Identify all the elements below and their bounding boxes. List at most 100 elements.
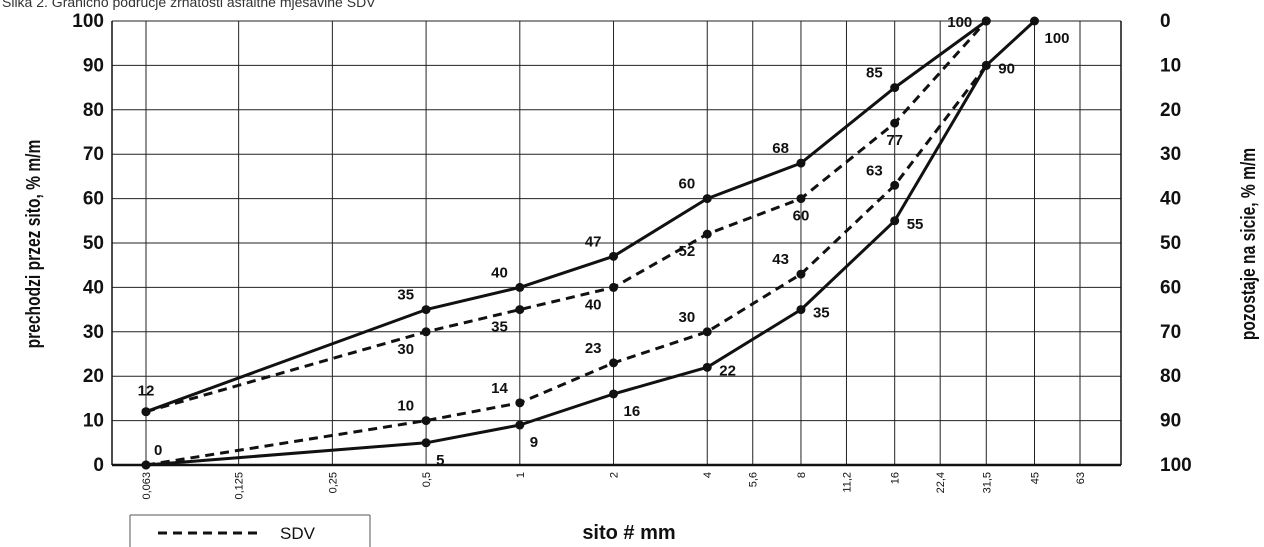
- data-label-7: 100: [947, 14, 972, 31]
- y-tick-right-1: 90: [1160, 411, 1181, 432]
- data-point-0-3: [609, 251, 619, 261]
- legend-label-sdv: SDV: [280, 524, 316, 543]
- y-tick-left-7: 70: [83, 144, 104, 165]
- x-tick-5: 2: [609, 472, 621, 478]
- data-point-1-6: [890, 216, 900, 226]
- y-tick-left-9: 90: [83, 55, 104, 76]
- data-label-6: 85: [866, 65, 883, 82]
- y-tick-right-7: 30: [1160, 144, 1181, 165]
- data-point-1-5: [796, 305, 806, 315]
- x-tick-4: 1: [515, 472, 527, 478]
- data-point-3-5: [796, 269, 806, 279]
- data-point-0-4: [702, 194, 712, 204]
- data-point-3-4: [702, 327, 712, 337]
- data-label-24: 14: [491, 380, 508, 397]
- data-label-11: 16: [624, 403, 641, 420]
- y-tick-left-0: 0: [93, 455, 104, 476]
- data-point-0-1: [421, 305, 431, 315]
- y-tick-left-2: 20: [83, 366, 104, 387]
- y-tick-right-9: 10: [1160, 55, 1181, 76]
- y-tick-right-5: 50: [1160, 233, 1181, 254]
- x-tick-9: 11,2: [841, 472, 853, 493]
- y-tick-left-8: 80: [83, 100, 104, 121]
- y-tick-left-4: 40: [83, 277, 104, 298]
- x-tick-7: 5,6: [748, 472, 760, 487]
- data-point-2-2: [515, 305, 525, 315]
- y-tick-left-1: 10: [83, 411, 104, 432]
- data-label-5: 68: [772, 140, 789, 157]
- y-tick-right-10: 0: [1160, 11, 1171, 32]
- data-point-1-4: [702, 362, 712, 372]
- data-label-17: 30: [397, 341, 414, 358]
- data-point-1-3: [609, 389, 619, 399]
- data-label-26: 30: [679, 309, 696, 326]
- y-axis-left-ticks: 0 10 20 30 40 50 60 70 80 90 100: [72, 11, 104, 476]
- data-label-23: 10: [397, 398, 414, 415]
- data-point-3-0: [141, 460, 151, 470]
- plot-border: [111, 21, 1122, 467]
- data-point-2-3: [609, 282, 619, 292]
- data-label-14: 55: [907, 216, 924, 233]
- y-tick-left-6: 60: [83, 189, 104, 210]
- data-point-0-2: [515, 282, 525, 292]
- data-label-22: 77: [886, 132, 903, 149]
- series-line-3: [145, 64, 988, 467]
- data-label-16: 100: [1045, 30, 1070, 47]
- data-label-8: 0: [154, 442, 162, 459]
- data-label-12: 22: [719, 362, 736, 379]
- x-tick-10: 16: [890, 472, 902, 484]
- data-point-2-6: [890, 118, 900, 128]
- y-tick-left-3: 30: [83, 322, 104, 343]
- data-label-3: 47: [585, 233, 602, 250]
- data-points: [141, 16, 1040, 470]
- x-tick-14: 63: [1075, 472, 1087, 484]
- data-point-2-4: [702, 229, 712, 239]
- data-label-4: 60: [679, 176, 696, 193]
- x-tick-13: 45: [1030, 472, 1042, 484]
- data-point-2-1: [421, 327, 431, 337]
- data-label-0: 12: [138, 383, 155, 400]
- data-label-19: 40: [585, 296, 602, 313]
- y-axis-title-left: prechodzi przez sito, % m/m: [22, 140, 44, 349]
- data-point-2-5: [796, 194, 806, 204]
- data-point-3-7: [981, 60, 991, 70]
- data-label-9: 5: [436, 452, 444, 469]
- data-point-3-6: [890, 180, 900, 190]
- x-axis-ticks: 0,063 0,125 0,25 0,5 1 2 4 5,6 8 11,2 16 22,4 31,5 45…: [141, 472, 1087, 500]
- data-point-3-3: [609, 358, 619, 368]
- data-label-25: 23: [585, 340, 602, 357]
- data-label-1: 35: [397, 287, 414, 304]
- data-label-20: 52: [679, 243, 696, 260]
- legend: SDV: [129, 514, 371, 547]
- y-axis-title-right: pozostaje na sicie, % m/m: [1237, 148, 1259, 340]
- x-tick-6: 4: [702, 472, 714, 478]
- data-point-0-6: [890, 83, 900, 93]
- y-tick-right-6: 40: [1160, 189, 1181, 210]
- data-label-18: 35: [491, 319, 508, 336]
- data-labels: 12 35 40 47 60 68 85 100 0 5 9 16 22 35 55 90 100 30 35 40 5…: [138, 14, 1070, 469]
- x-tick-8: 8: [796, 472, 808, 478]
- data-label-2: 40: [491, 264, 508, 281]
- data-label-10: 9: [530, 434, 538, 451]
- data-point-1-2: [515, 420, 525, 430]
- series-line-0: [145, 19, 988, 414]
- x-axis-title: sito # mm: [582, 522, 675, 544]
- data-label-27: 43: [772, 251, 789, 268]
- data-label-15: 90: [998, 60, 1015, 77]
- x-tick-0: 0,063: [141, 472, 153, 500]
- grid: [112, 20, 1121, 466]
- y-tick-right-3: 70: [1160, 322, 1181, 343]
- y-tick-right-2: 80: [1160, 366, 1181, 387]
- y-tick-right-4: 60: [1160, 277, 1181, 298]
- data-label-21: 60: [793, 208, 810, 225]
- y-tick-right-8: 20: [1160, 100, 1181, 121]
- y-tick-left-10: 100: [72, 11, 104, 32]
- series-line-2: [145, 19, 988, 414]
- x-tick-12: 31,5: [981, 472, 993, 493]
- data-label-13: 35: [813, 305, 830, 322]
- x-tick-1: 0,125: [234, 472, 246, 500]
- x-tick-2: 0,25: [327, 472, 339, 493]
- x-tick-3: 0,5: [421, 472, 433, 487]
